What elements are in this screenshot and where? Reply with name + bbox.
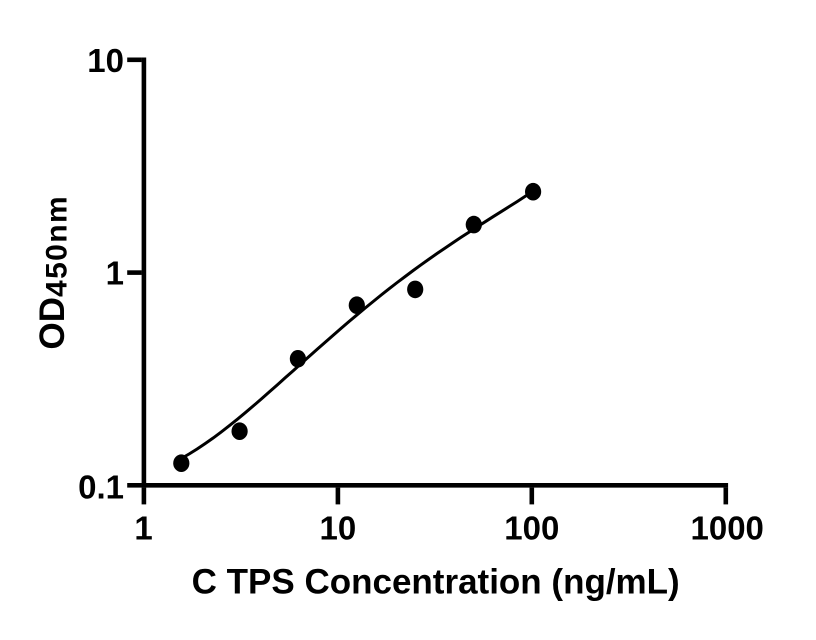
svg-text:0.1: 0.1 [78, 468, 124, 505]
svg-text:1: 1 [134, 510, 152, 547]
svg-text:OD450nm: OD450nm [33, 195, 74, 350]
svg-text:1000: 1000 [690, 510, 763, 547]
svg-text:C TPS Concentration (ng/mL): C TPS Concentration (ng/mL) [192, 563, 680, 602]
svg-text:10: 10 [87, 42, 124, 79]
svg-text:1: 1 [106, 255, 124, 292]
svg-text:10: 10 [320, 510, 357, 547]
svg-text:100: 100 [504, 510, 559, 547]
